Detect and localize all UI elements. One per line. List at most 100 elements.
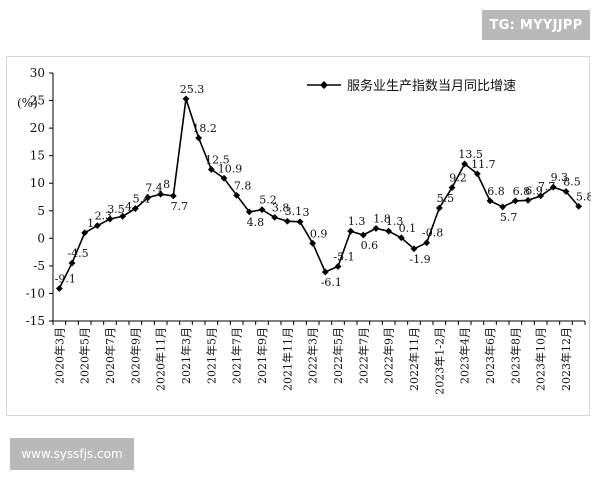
x-tick-label: 2020年11月	[154, 327, 168, 391]
data-label: 3	[303, 206, 310, 219]
chart-frame: 30 25 20 15 10 5 0 -5 -10 -15 (%) 2020年3月 2020年5月 202…	[6, 56, 593, 416]
data-label: -6.1	[321, 276, 342, 289]
data-label: 3.8	[272, 201, 290, 214]
data-label: 0.9	[310, 227, 328, 240]
data-point	[549, 183, 557, 191]
data-label: 12.5	[205, 153, 230, 166]
x-tick-label: 2022年7月	[356, 327, 370, 384]
x-tick-label: 2021年5月	[204, 327, 218, 384]
x-tick-label: 2020年5月	[78, 327, 92, 384]
data-label: 1.3	[386, 215, 404, 228]
y-tick-label: -10	[26, 286, 45, 300]
data-label: 13.5	[458, 148, 483, 161]
data-label: -9.1	[55, 272, 76, 285]
x-tick-label: 2023年4月	[458, 327, 472, 384]
data-label: 6.8	[487, 185, 505, 198]
y-tick-label: 30	[30, 66, 45, 80]
x-tick-label: 2022年3月	[306, 327, 320, 384]
data-point	[207, 166, 215, 173]
data-point	[182, 95, 190, 103]
data-label: 0.6	[361, 239, 379, 252]
x-tick-label: 2023年12月	[559, 327, 573, 391]
data-point	[119, 212, 127, 220]
data-point	[245, 208, 253, 216]
data-label: 5.8	[576, 190, 591, 203]
data-point	[524, 196, 532, 204]
data-label: 8	[163, 178, 170, 191]
data-point	[93, 222, 101, 230]
data-label: 18.2	[192, 122, 217, 135]
y-tick-label: 5	[37, 204, 45, 218]
data-point	[131, 205, 139, 212]
data-point	[195, 134, 203, 142]
data-point	[233, 191, 241, 199]
data-point	[347, 227, 355, 235]
data-label: 9.2	[449, 172, 467, 185]
data-point	[55, 285, 63, 292]
watermark-bottom: www.syssfjs.com	[10, 438, 134, 470]
data-label: 3.1	[285, 205, 303, 218]
data-label: 7.8	[234, 179, 252, 192]
data-label: 5.7	[500, 211, 518, 224]
data-label: -5.1	[333, 250, 354, 263]
data-point	[68, 259, 76, 267]
line-chart: 30 25 20 15 10 5 0 -5 -10 -15 (%) 2020年3月 2020年5月 202…	[17, 66, 593, 395]
data-label: 25.3	[180, 83, 205, 96]
y-tick-label: -15	[26, 314, 45, 328]
data-label: 4	[125, 200, 132, 213]
data-label: 5.4	[133, 193, 151, 206]
legend-marker	[320, 81, 328, 89]
data-point	[283, 217, 291, 225]
data-point	[423, 239, 431, 247]
y-tick-label: 20	[30, 121, 45, 135]
data-label: 5.5	[437, 192, 455, 205]
y-tick-label: -5	[33, 259, 45, 273]
data-point	[106, 215, 114, 223]
data-point	[359, 231, 367, 239]
data-label: 5.2	[259, 194, 277, 207]
data-point	[81, 229, 89, 237]
y-tick-label: 10	[30, 176, 45, 190]
data-label: 4.8	[247, 216, 265, 229]
data-label: 2.3	[95, 210, 113, 223]
x-tick-label: 2021年11月	[280, 327, 294, 391]
x-tick-label: 2023年8月	[508, 327, 522, 384]
data-point	[321, 268, 329, 276]
data-point	[410, 245, 418, 253]
data-label: 6.9	[525, 184, 543, 197]
data-label: 1.8	[373, 212, 391, 225]
x-tick-label: 2022年5月	[331, 327, 345, 384]
data-point	[144, 194, 152, 201]
y-tick-label: 0	[37, 231, 45, 245]
data-label: -1.9	[409, 253, 430, 266]
data-label: 0.1	[399, 222, 417, 235]
data-label: -4.5	[67, 247, 88, 260]
data-point	[448, 184, 456, 192]
x-tick-label: 2021年3月	[179, 327, 193, 384]
data-point	[309, 239, 317, 247]
data-label: 11.7	[471, 158, 496, 171]
x-tick-label: 2020年7月	[103, 327, 117, 384]
y-tick-label: 25	[30, 94, 45, 108]
x-tick-label: 2023年10月	[534, 327, 548, 391]
data-point	[169, 192, 177, 200]
data-point	[537, 192, 545, 200]
data-label: 10.9	[218, 162, 243, 175]
watermark-top: TG: MYYJJPP	[482, 10, 590, 40]
data-point	[271, 213, 279, 221]
data-label: 7.7	[538, 180, 556, 193]
data-label: 1.3	[348, 215, 366, 228]
data-point	[334, 263, 342, 270]
data-label: 9.3	[551, 171, 569, 184]
x-tick-label: 2021年9月	[255, 327, 269, 384]
data-label: 6.8	[513, 185, 531, 198]
x-tick-label: 2020年9月	[128, 327, 142, 384]
data-point	[575, 202, 583, 210]
data-label: 8.5	[563, 175, 581, 188]
data-point	[372, 225, 380, 232]
data-point	[435, 204, 443, 212]
y-axis-label: (%)	[17, 96, 38, 110]
data-label: 1	[87, 217, 94, 230]
y-tick-label: 15	[30, 149, 45, 163]
data-point	[385, 227, 393, 235]
